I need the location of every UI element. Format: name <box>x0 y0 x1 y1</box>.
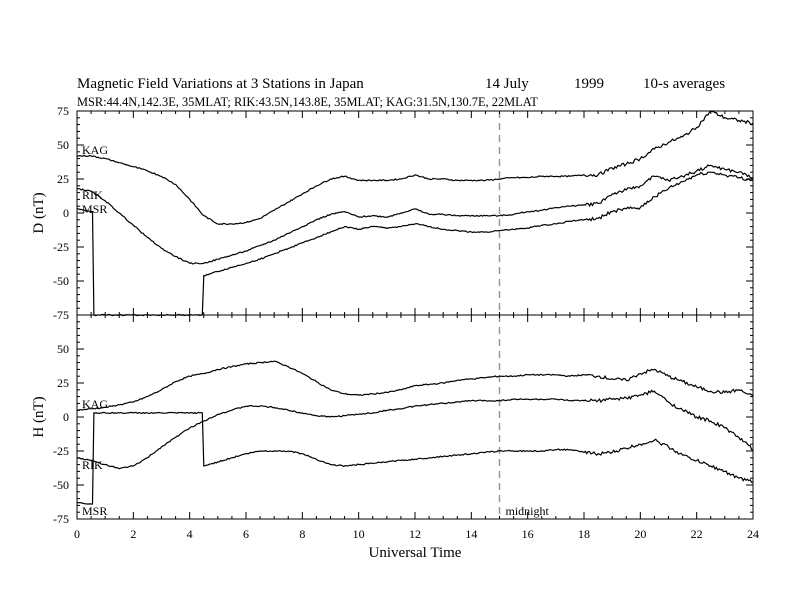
d-label-msr: MSR <box>82 202 107 216</box>
h-ytick-label: -50 <box>53 478 69 492</box>
h-ytick-label: -25 <box>53 444 69 458</box>
xtick-label: 16 <box>522 527 534 541</box>
d-ytick-label: 50 <box>57 138 69 152</box>
d-ytick-label: 0 <box>63 206 69 220</box>
d-ytick-label: 75 <box>57 104 69 118</box>
d-series-kag <box>76 110 754 226</box>
xtick-label: 2 <box>130 527 136 541</box>
d-ytick-label: -75 <box>53 308 69 322</box>
d-ytick-label: 25 <box>57 172 69 186</box>
d-axis-label: D (nT) <box>31 192 47 233</box>
d-ytick-label: -25 <box>53 240 69 254</box>
chart-averaging: 10-s averages <box>643 76 725 92</box>
data-lines <box>76 110 754 505</box>
xtick-label: 8 <box>299 527 305 541</box>
xtick-label: 10 <box>353 527 365 541</box>
h-ytick-label: 25 <box>57 376 69 390</box>
h-ytick-label: -75 <box>53 512 69 526</box>
xtick-label: 6 <box>243 527 249 541</box>
h-series-kag <box>76 360 754 412</box>
d-label-rik: RIK <box>82 188 103 202</box>
d-panel-frame <box>76 110 754 316</box>
xtick-label: 4 <box>187 527 193 541</box>
xtick-label: 18 <box>578 527 590 541</box>
xtick-label: 0 <box>74 527 80 541</box>
midnight-label: midnight <box>506 504 550 518</box>
xtick-label: 12 <box>409 527 421 541</box>
h-series-msr <box>76 411 754 505</box>
d-series-rik <box>76 164 754 265</box>
xtick-label: 24 <box>747 527 759 541</box>
chart-title: Magnetic Field Variations at 3 Stations … <box>77 76 364 92</box>
h-label-msr: MSR <box>82 504 107 518</box>
h-ytick-label: 0 <box>63 410 69 424</box>
h-axis-label: H (nT) <box>31 396 47 437</box>
h-ytick-label: 50 <box>57 342 69 356</box>
chart-date-year: 1999 <box>574 76 604 92</box>
d-series-msr <box>76 171 754 317</box>
xtick-label: 14 <box>465 527 477 541</box>
x-axis-label: Universal Time <box>369 545 462 561</box>
h-panel-frame <box>76 314 754 520</box>
d-ytick-label: -50 <box>53 274 69 288</box>
d-label-kag: KAG <box>82 143 108 157</box>
chart-subtitle: MSR:44.4N,142.3E, 35MLAT; RIK:43.5N,143.… <box>77 95 538 109</box>
xtick-label: 20 <box>634 527 646 541</box>
chart-date-day: 14 July <box>485 76 529 92</box>
xtick-label: 22 <box>691 527 703 541</box>
h-series-rik <box>76 389 753 470</box>
